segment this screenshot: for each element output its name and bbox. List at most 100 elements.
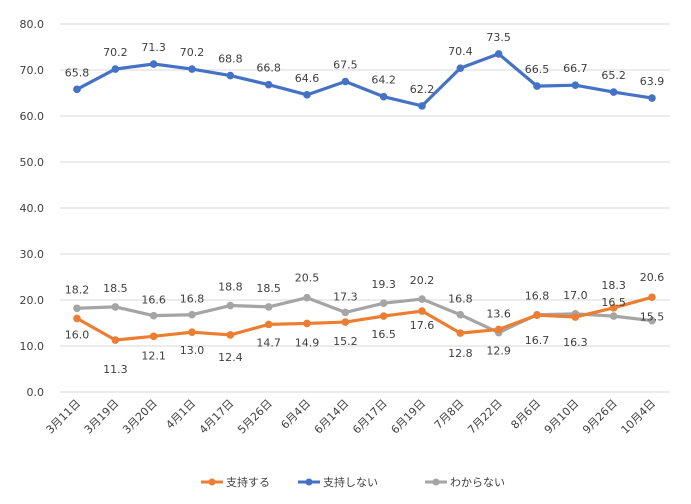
data-label: 17.0	[563, 289, 588, 302]
data-point	[533, 311, 541, 319]
legend-label: わからない	[450, 476, 505, 489]
data-label: 20.2	[410, 274, 435, 287]
x-tick-label: 3月20日	[120, 397, 160, 437]
data-point	[264, 320, 273, 329]
data-label: 13.0	[180, 344, 205, 357]
data-point	[533, 82, 541, 90]
data-point	[73, 304, 81, 313]
data-label: 12.4	[218, 351, 243, 364]
data-label: 67.5	[333, 59, 358, 72]
data-point	[111, 65, 120, 73]
data-label: 63.9	[640, 75, 665, 88]
data-label: 65.8	[65, 66, 90, 79]
data-label: 20.6	[640, 271, 665, 284]
x-tick-label: 6月14日	[312, 397, 352, 437]
data-point	[149, 60, 158, 68]
data-label: 65.2	[601, 69, 626, 82]
data-label: 16.3	[563, 336, 588, 349]
data-point	[226, 301, 235, 310]
legend-label: 支持しない	[323, 475, 378, 489]
y-axis: 0.0 10.0 20.0 30.0 40.0 50.0 60.0 70.0 80.0	[20, 18, 45, 399]
data-point	[226, 331, 235, 339]
data-point	[494, 325, 503, 334]
data-point	[341, 318, 350, 326]
data-point	[456, 310, 465, 319]
data-label: 20.5	[295, 272, 320, 285]
legend-item-2: わからない	[425, 476, 505, 489]
data-label: 66.5	[525, 63, 550, 76]
data-point	[418, 295, 426, 303]
x-tick-label: 3月11日	[44, 397, 84, 437]
data-label: 15.5	[640, 311, 665, 324]
data-point	[379, 299, 388, 308]
legend-item-0: 支持する	[201, 475, 270, 489]
data-label: 16.7	[525, 334, 550, 347]
data-point	[456, 329, 465, 337]
x-tick-label: 7月22日	[465, 397, 505, 437]
series-line-0	[76, 295, 653, 342]
legend-item-1: 支持しない	[298, 475, 378, 489]
data-point	[188, 310, 196, 319]
series-lines	[73, 50, 656, 344]
y-tick-label: 70.0	[20, 64, 45, 77]
data-label: 66.7	[563, 62, 588, 75]
data-point	[149, 332, 158, 341]
data-label: 12.9	[486, 345, 511, 358]
data-point	[379, 92, 388, 101]
data-point	[418, 307, 426, 315]
data-label: 16.8	[448, 293, 473, 306]
data-point	[303, 91, 311, 99]
data-label: 19.3	[371, 278, 396, 291]
data-point	[456, 64, 465, 72]
y-tick-label: 60.0	[20, 110, 45, 123]
data-point	[571, 313, 580, 321]
data-point	[111, 303, 120, 311]
data-point	[494, 50, 503, 58]
y-tick-label: 0.0	[27, 386, 45, 399]
data-label: 17.3	[333, 290, 358, 303]
data-label: 14.7	[256, 336, 281, 349]
data-label: 18.2	[65, 283, 90, 296]
data-label: 16.8	[180, 293, 205, 306]
data-point	[303, 319, 311, 328]
data-label: 71.3	[141, 41, 166, 54]
data-label: 12.1	[141, 349, 166, 362]
x-tick-label: 4月17日	[197, 397, 237, 437]
data-point	[648, 316, 656, 325]
x-tick-label: 6月4日	[278, 397, 313, 432]
data-point	[609, 304, 618, 312]
x-tick-label: 6月17日	[350, 397, 390, 437]
data-label: 73.5	[486, 31, 511, 44]
y-tick-label: 50.0	[20, 156, 45, 169]
data-point	[188, 65, 196, 73]
data-point	[226, 71, 235, 80]
data-label: 13.6	[486, 307, 511, 320]
x-tick-label: 9月26日	[580, 397, 620, 437]
data-point	[418, 102, 426, 110]
x-tick-label: 10月4日	[619, 397, 659, 437]
data-labels: 16.0 11.3 12.1 13.0 12.4 14.7 14.9 15.2 16.5 17.6…	[65, 31, 665, 376]
data-label: 64.2	[371, 74, 396, 87]
data-label: 11.3	[103, 363, 128, 376]
series-line-1	[76, 52, 653, 108]
data-label: 18.5	[103, 282, 128, 295]
data-point	[264, 303, 273, 311]
data-point	[609, 312, 618, 320]
legend-marker	[432, 478, 440, 486]
data-label: 62.2	[410, 83, 435, 96]
legend-label: 支持する	[226, 475, 270, 489]
data-label: 18.5	[256, 282, 281, 295]
x-tick-label: 7月8日	[432, 397, 467, 432]
data-label: 18.3	[601, 279, 626, 292]
y-tick-label: 80.0	[20, 18, 45, 31]
data-point	[571, 81, 580, 89]
data-point	[648, 94, 656, 102]
data-point	[609, 88, 618, 96]
data-label: 18.8	[218, 281, 243, 294]
y-tick-label: 10.0	[20, 340, 45, 353]
gridlines	[60, 23, 670, 393]
data-point	[341, 77, 350, 86]
x-tick-label: 3月19日	[82, 397, 122, 437]
